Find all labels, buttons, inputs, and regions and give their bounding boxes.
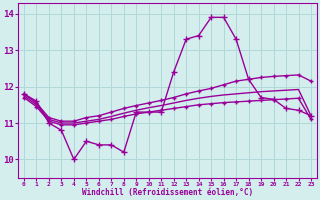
X-axis label: Windchill (Refroidissement éolien,°C): Windchill (Refroidissement éolien,°C) (82, 188, 253, 197)
